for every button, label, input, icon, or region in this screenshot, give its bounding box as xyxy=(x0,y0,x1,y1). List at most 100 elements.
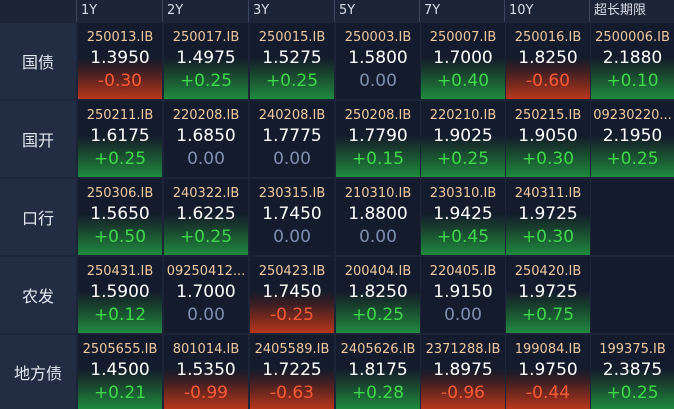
bond-code: 2405589.IB xyxy=(254,342,330,357)
yield: 1.6850 xyxy=(176,126,236,146)
quote-cell[interactable]: 240208.IB 1.7775 0.00 xyxy=(250,101,334,177)
yield: 1.5350 xyxy=(176,360,236,380)
quote-cell[interactable]: 210310.IB 1.8800 0.00 xyxy=(336,179,420,255)
yield: 2.1880 xyxy=(602,48,663,68)
bond-code: 250431.IB xyxy=(86,264,154,279)
empty-cell xyxy=(591,179,674,255)
quote-cell[interactable]: 230310.IB 1.9425 +0.45 xyxy=(421,179,505,255)
change: +0.25 xyxy=(436,149,490,169)
yield: 1.9725 xyxy=(518,204,578,224)
quote-cell[interactable]: 2505655.IB 1.4500 +0.21 xyxy=(78,335,162,409)
yield: 1.7450 xyxy=(262,204,322,224)
change: 0.00 xyxy=(273,227,311,247)
quote-cell[interactable]: 250211.IB 1.6175 +0.25 xyxy=(78,101,162,177)
yield: 1.9750 xyxy=(518,360,578,380)
bond-code: 250306.IB xyxy=(86,186,154,201)
bond-code: 250003.IB xyxy=(344,30,412,45)
yield: 1.9025 xyxy=(433,126,493,146)
quote-cell[interactable]: 240322.IB 1.6225 +0.25 xyxy=(164,179,248,255)
yield: 1.6175 xyxy=(90,126,150,146)
quote-cell[interactable]: 250215.IB 1.9050 +0.30 xyxy=(506,101,590,177)
row-label: 口行 xyxy=(0,179,76,255)
quote-cell[interactable]: 250208.IB 1.7790 +0.15 xyxy=(336,101,420,177)
bond-code: 250211.IB xyxy=(86,108,154,123)
quote-cell[interactable]: 220210.IB 1.9025 +0.25 xyxy=(421,101,505,177)
bond-code: 250420.IB xyxy=(514,264,582,279)
quote-cell[interactable]: 801014.IB 1.5350 -0.99 xyxy=(164,335,248,409)
change: -0.99 xyxy=(184,383,228,403)
change: 0.00 xyxy=(359,71,397,91)
quote-cell[interactable]: 2405589.IB 1.7225 -0.63 xyxy=(250,335,334,409)
quote-cell[interactable]: 220405.IB 1.9150 0.00 xyxy=(421,257,505,333)
quote-cell[interactable]: 250420.IB 1.9725 +0.75 xyxy=(506,257,590,333)
column-header: 5Y xyxy=(334,0,419,22)
change: +0.25 xyxy=(265,71,319,91)
yield: 1.7775 xyxy=(262,126,322,146)
bond-code: 240311.IB xyxy=(514,186,582,201)
bond-code: 250423.IB xyxy=(258,264,326,279)
bond-code: 09230220... xyxy=(593,108,672,123)
bond-code: 230315.IB xyxy=(258,186,326,201)
yield: 1.5900 xyxy=(90,282,150,302)
quote-cell[interactable]: 250015.IB 1.5275 +0.25 xyxy=(250,23,334,99)
bond-code: 2371288.IB xyxy=(425,342,501,357)
bond-code: 220208.IB xyxy=(172,108,240,123)
change: +0.50 xyxy=(93,227,147,247)
bond-code: 240322.IB xyxy=(172,186,240,201)
change: +0.30 xyxy=(521,149,575,169)
quote-cell[interactable]: 2405626.IB 1.8175 +0.28 xyxy=(336,335,420,409)
bond-code: 250015.IB xyxy=(258,30,326,45)
quote-cell[interactable]: 250016.IB 1.8250 -0.60 xyxy=(506,23,590,99)
empty-cell xyxy=(591,257,674,333)
change: +0.30 xyxy=(521,227,575,247)
change: +0.12 xyxy=(93,305,147,325)
change: 0.00 xyxy=(273,149,311,169)
quote-cell[interactable]: 250007.IB 1.7000 +0.40 xyxy=(421,23,505,99)
yield: 2.3875 xyxy=(602,360,663,380)
yield: 1.7790 xyxy=(348,126,408,146)
quote-cell[interactable]: 199084.IB 1.9750 -0.44 xyxy=(506,335,590,409)
quote-cell[interactable]: 250017.IB 1.4975 +0.25 xyxy=(164,23,248,99)
row-label: 国债 xyxy=(0,23,76,99)
quote-cell[interactable]: 09230220... 2.1950 +0.25 xyxy=(591,101,674,177)
change: +0.25 xyxy=(179,71,233,91)
yield: 1.8975 xyxy=(433,360,493,380)
quote-cell[interactable]: 250306.IB 1.5650 +0.50 xyxy=(78,179,162,255)
yield: 1.3950 xyxy=(90,48,150,68)
quote-cell[interactable]: 250423.IB 1.7450 -0.25 xyxy=(250,257,334,333)
bond-code: 230310.IB xyxy=(429,186,497,201)
yield: 1.9425 xyxy=(433,204,493,224)
quote-cell[interactable]: 220208.IB 1.6850 0.00 xyxy=(164,101,248,177)
change: +0.75 xyxy=(521,305,575,325)
bond-code: 2505655.IB xyxy=(82,342,158,357)
quote-cell[interactable]: 09250412... 1.7000 0.00 xyxy=(164,257,248,333)
column-header: 3Y xyxy=(248,0,334,22)
yield: 1.8175 xyxy=(348,360,408,380)
change: +0.21 xyxy=(93,383,147,403)
quote-cell[interactable]: 2371288.IB 1.8975 -0.96 xyxy=(421,335,505,409)
change: +0.40 xyxy=(436,71,490,91)
quote-cell[interactable]: 2500006.IB 2.1880 +0.10 xyxy=(591,23,674,99)
quote-cell[interactable]: 200404.IB 1.8250 +0.25 xyxy=(336,257,420,333)
bond-code: 250208.IB xyxy=(344,108,412,123)
bond-code: 801014.IB xyxy=(172,342,240,357)
change: 0.00 xyxy=(444,305,482,325)
yield: 1.5650 xyxy=(90,204,150,224)
change: 0.00 xyxy=(187,305,225,325)
row-label: 国开 xyxy=(0,101,76,177)
quote-cell[interactable]: 250003.IB 1.5800 0.00 xyxy=(336,23,420,99)
quote-cell[interactable]: 250013.IB 1.3950 -0.30 xyxy=(78,23,162,99)
bond-code: 250007.IB xyxy=(429,30,497,45)
yield: 1.7450 xyxy=(262,282,322,302)
bond-code: 220210.IB xyxy=(429,108,497,123)
quote-cell[interactable]: 199375.IB 2.3875 +0.25 xyxy=(591,335,674,409)
bond-code: 250013.IB xyxy=(86,30,154,45)
change: +0.25 xyxy=(93,149,147,169)
change: -0.30 xyxy=(98,71,142,91)
yield: 1.7000 xyxy=(176,282,236,302)
quote-cell[interactable]: 230315.IB 1.7450 0.00 xyxy=(250,179,334,255)
change: +0.25 xyxy=(351,305,405,325)
quote-cell[interactable]: 250431.IB 1.5900 +0.12 xyxy=(78,257,162,333)
quote-cell[interactable]: 240311.IB 1.9725 +0.30 xyxy=(506,179,590,255)
